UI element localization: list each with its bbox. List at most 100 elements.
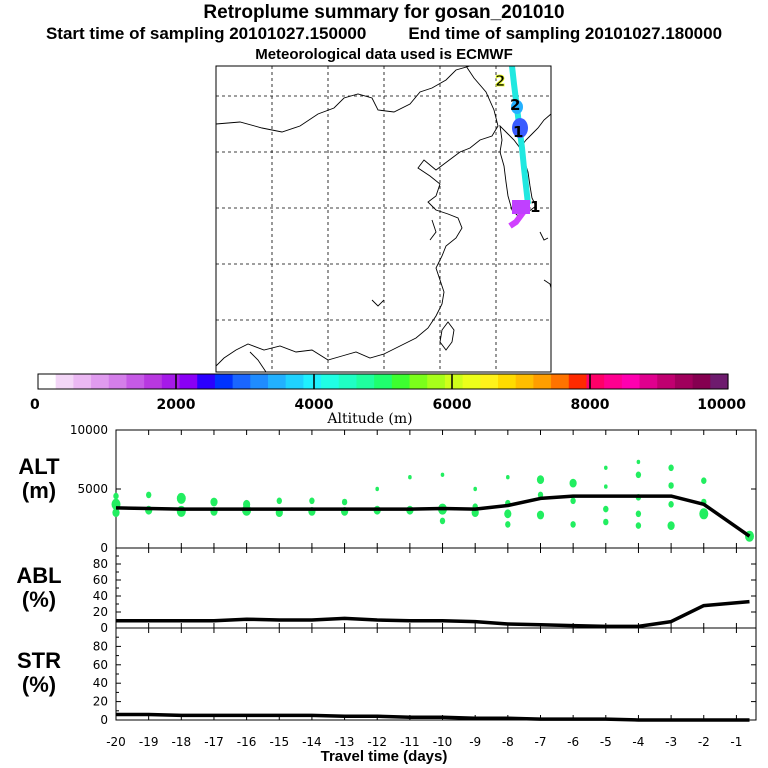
- colorbar-cell: [144, 374, 163, 389]
- colorbar-cell: [268, 374, 287, 389]
- colorbar-tick-label: 6000: [433, 397, 472, 413]
- alt-axis-name: ALT: [18, 454, 60, 479]
- particle-cluster-point: [113, 492, 119, 500]
- colorbar-cell: [321, 374, 340, 389]
- colorbar-cell: [232, 374, 251, 389]
- colorbar-cell: [179, 374, 198, 389]
- particle-cluster-point: [604, 465, 608, 470]
- colorbar-cell: [551, 374, 570, 389]
- colorbar-cell: [533, 374, 552, 389]
- map-frame: [215, 65, 552, 373]
- particle-cluster-point: [668, 464, 674, 472]
- particle-cluster-point: [276, 497, 282, 505]
- colorbar-cell: [427, 374, 446, 389]
- trajectory-map: 2 2 1 1: [215, 65, 552, 373]
- y-tick-label: 60: [93, 573, 108, 587]
- particle-cluster-point: [341, 498, 348, 506]
- start-time-label: Start time of sampling 20101027.150000: [45, 24, 367, 43]
- x-tick-label: -6: [567, 735, 579, 749]
- x-tick-label: -13: [335, 735, 355, 749]
- colorbar-cell: [444, 374, 464, 389]
- met-data-label: Meteorological data used is ECMWF: [255, 46, 513, 63]
- y-tick-label: 0: [100, 621, 108, 635]
- colorbar-cell: [73, 374, 92, 389]
- y-tick-label: 80: [93, 557, 108, 571]
- colorbar-tick-label: 2000: [157, 397, 196, 413]
- x-tick-label: -18: [171, 735, 191, 749]
- map-graticule: [216, 66, 551, 372]
- y-tick-label: 10000: [70, 423, 108, 437]
- x-tick-label: -20: [106, 735, 126, 749]
- x-tick-label: -19: [139, 735, 159, 749]
- alt-panel: 10000 5000 0: [70, 423, 757, 555]
- map-coastlines: [216, 66, 551, 372]
- trajectory-path: 2 2 1 1: [495, 66, 540, 229]
- colorbar-cell: [480, 374, 499, 389]
- colorbar-cell: [621, 374, 641, 389]
- panel-frame: [115, 627, 757, 721]
- trajectory-label: 1: [530, 198, 540, 216]
- colorbar-cell: [356, 374, 375, 389]
- alt-axis-unit: (m): [21, 478, 57, 503]
- panel-frame: [115, 429, 757, 549]
- colorbar-frame: [37, 373, 729, 390]
- particle-cluster-point: [668, 501, 674, 508]
- colorbar-cell: [197, 374, 216, 389]
- particle-cluster-point: [506, 475, 510, 480]
- colorbar-label: Altitude (m): [326, 411, 412, 427]
- x-tick-label: -12: [367, 735, 387, 749]
- colorbar-cell: [692, 374, 711, 389]
- alt-axis-label: ALT (m): [14, 455, 64, 503]
- particle-cluster-point: [701, 477, 707, 485]
- particle-cluster-point: [635, 510, 642, 518]
- x-tick-label: -15: [269, 735, 289, 749]
- particle-cluster-point: [667, 521, 675, 530]
- x-tick-label: -17: [204, 735, 224, 749]
- colorbar-cell: [338, 374, 358, 389]
- colorbar-cell: [38, 374, 57, 389]
- x-tick-label: -16: [237, 735, 257, 749]
- colorbar-cell: [55, 374, 74, 389]
- colorbar-cell: [462, 374, 481, 389]
- colorbar-cell: [568, 374, 588, 389]
- y-tick-label: 0: [100, 541, 108, 555]
- colorbar-cell: [515, 374, 534, 389]
- colorbar-cell: [657, 374, 676, 389]
- colorbar-cell: [303, 374, 322, 389]
- x-tick-label: -5: [600, 735, 612, 749]
- abl-axis-name: ABL: [16, 563, 62, 588]
- colorbar-cell: [639, 374, 658, 389]
- x-tick-label: -2: [698, 735, 710, 749]
- x-tick-label: -10: [433, 735, 453, 749]
- particle-cluster-point: [603, 518, 609, 526]
- particle-cluster-point: [636, 459, 641, 465]
- colorbar-cell: [710, 374, 729, 389]
- colorbar-cell: [108, 374, 128, 389]
- source-marker: [512, 200, 530, 214]
- particle-cluster-point: [635, 522, 642, 529]
- colorbar-cell: [409, 374, 428, 389]
- colorbar-tick-label: 0: [30, 397, 40, 413]
- colorbar-cell: [161, 374, 181, 389]
- particle-cluster-point: [408, 475, 412, 480]
- y-tick-label: 20: [93, 695, 108, 709]
- particle-cluster-point: [146, 491, 152, 499]
- particle-cluster-point: [536, 510, 545, 520]
- colorbar-cell: [586, 374, 605, 389]
- x-axis-title: Travel time (days): [320, 748, 448, 765]
- y-tick-label: 80: [93, 639, 108, 653]
- panel-frame: [115, 547, 757, 629]
- x-tick-label: -14: [302, 735, 322, 749]
- particle-cluster-point: [309, 497, 315, 505]
- particle-cluster-point: [569, 478, 577, 488]
- y-tick-label: 60: [93, 658, 108, 672]
- colorbar-cell: [498, 374, 517, 389]
- particle-cluster-point: [699, 508, 709, 520]
- x-tick-label: -11: [400, 735, 420, 749]
- colorbar-cell: [285, 374, 304, 389]
- str-line: [116, 712, 750, 722]
- y-tick-label: 40: [93, 589, 108, 603]
- abl-axis-label: ABL (%): [14, 564, 64, 612]
